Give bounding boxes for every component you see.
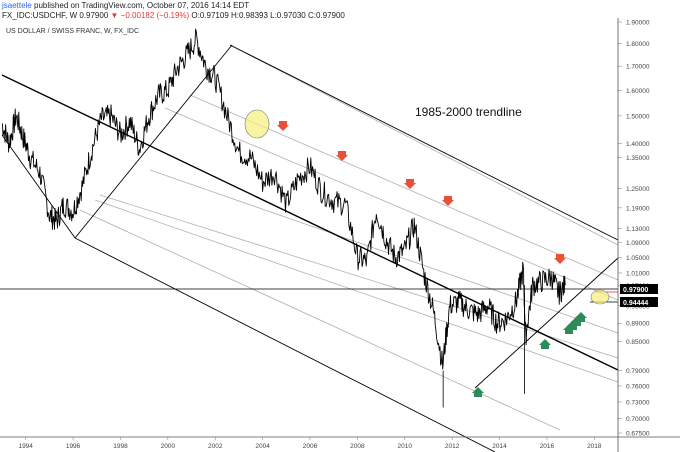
y-tick-label: 0.89000 xyxy=(626,321,650,328)
buy-arrow-icon xyxy=(539,339,551,349)
x-tick-label: 1998 xyxy=(113,443,128,450)
y-tick-label: 0.85000 xyxy=(626,339,650,346)
x-tick-label: 1994 xyxy=(18,443,33,450)
sell-arrow-icon xyxy=(336,151,348,161)
sell-arrow-icon xyxy=(442,196,454,206)
x-tick-label: 2008 xyxy=(350,443,365,450)
x-tick-label: 2018 xyxy=(587,443,602,450)
decline-trendline xyxy=(1,134,76,239)
symbol-label[interactable]: FX_IDC:USDCHF, W xyxy=(2,11,78,20)
buy-arrow-icon xyxy=(472,387,484,397)
support-trendline xyxy=(74,44,233,239)
y-tick-label: 1.05000 xyxy=(626,255,650,262)
y-tick-label: 1.70000 xyxy=(626,64,650,71)
x-tick-label: 2012 xyxy=(445,443,460,450)
y-tick-label: 1.35000 xyxy=(626,155,650,162)
price-tag xyxy=(620,284,658,294)
channel-lines xyxy=(79,44,619,431)
highlight-ellipses xyxy=(244,109,610,305)
x-tick-label: 2006 xyxy=(303,443,318,450)
x-tick-label: 2004 xyxy=(255,443,270,450)
x-tick-label: 2000 xyxy=(161,443,176,450)
signal-arrows xyxy=(277,121,587,397)
down-arrow-icon: ▼ xyxy=(110,11,119,20)
y-tick-label: 1.50000 xyxy=(626,113,650,120)
y-tick-label: 1.60000 xyxy=(626,88,650,95)
chart-title: US DOLLAR / SWISS FRANC, W, FX_IDC xyxy=(6,28,140,35)
last-price: 0.97900 xyxy=(79,11,109,20)
price-line xyxy=(1,28,566,370)
buy-arrow-icon xyxy=(575,312,587,322)
x-tick-label: 1996 xyxy=(66,443,81,450)
channel-line xyxy=(94,199,619,383)
y-tick-label: 1.01000 xyxy=(626,270,650,277)
highlight-ellipse xyxy=(244,109,270,139)
price-tag-label: 0.94444 xyxy=(623,300,648,307)
y-tick-label: 1.90000 xyxy=(626,20,650,27)
channel-line xyxy=(149,169,619,334)
y-tick-label: 1.80000 xyxy=(626,41,650,48)
y-tick-label: 1.19000 xyxy=(626,205,650,212)
trendline-annotation: 1985-2000 trendline xyxy=(415,105,522,119)
sell-arrow-icon xyxy=(554,254,566,264)
y-tick-label: 0.76000 xyxy=(626,383,650,390)
x-tick-label: 2010 xyxy=(398,443,413,450)
lower-channel-line xyxy=(74,237,496,452)
upper-channel-line xyxy=(229,44,619,241)
channel-line xyxy=(99,194,619,359)
y-tick-label: 0.67500 xyxy=(626,431,650,438)
price-tag-label: 0.97900 xyxy=(623,287,648,294)
sell-arrow-icon xyxy=(277,121,289,131)
trendlines xyxy=(0,44,619,452)
axes: 1.90000 1.80000 1.70000 1.60000 1.50000 1.400… xyxy=(0,18,680,452)
sell-arrow-icon xyxy=(404,179,416,189)
y-tick-label: 1.09000 xyxy=(626,240,650,247)
x-tick-label: 2014 xyxy=(492,443,507,450)
y-tick-label: 1.40000 xyxy=(626,141,650,148)
y-tick-label: 0.79000 xyxy=(626,368,650,375)
change-value: −0.00182 (−0.19%) xyxy=(120,11,190,20)
channel-line xyxy=(229,44,619,246)
price-tag xyxy=(620,297,658,307)
x-tick-label: 2002 xyxy=(208,443,223,450)
y-tick-label: 0.73000 xyxy=(626,399,650,406)
price-series xyxy=(1,28,566,408)
y-tick-label: 1.25000 xyxy=(626,186,650,193)
publish-info: jsaettele published on TradingView.com, … xyxy=(2,1,249,10)
y-tick-label: 1.13000 xyxy=(626,226,650,233)
y-tick-label: 0.70000 xyxy=(626,416,650,423)
trendline-1985-2000 xyxy=(1,74,619,371)
x-tick-label: 2016 xyxy=(540,443,555,450)
channel-line xyxy=(79,209,561,431)
channel-line xyxy=(164,107,619,301)
rising-support-line xyxy=(474,257,619,389)
publisher-link[interactable]: jsaettele xyxy=(2,1,32,10)
ohlc-values: O:0.97109 H:0.98393 L:0.97030 C:0.97900 xyxy=(191,11,345,20)
highlight-ellipse xyxy=(590,289,610,305)
symbol-info: FX_IDC:USDCHF, W 0.97900 ▼ −0.00182 (−0.… xyxy=(2,11,345,20)
published-text: published on TradingView.com, October 07… xyxy=(34,1,250,10)
